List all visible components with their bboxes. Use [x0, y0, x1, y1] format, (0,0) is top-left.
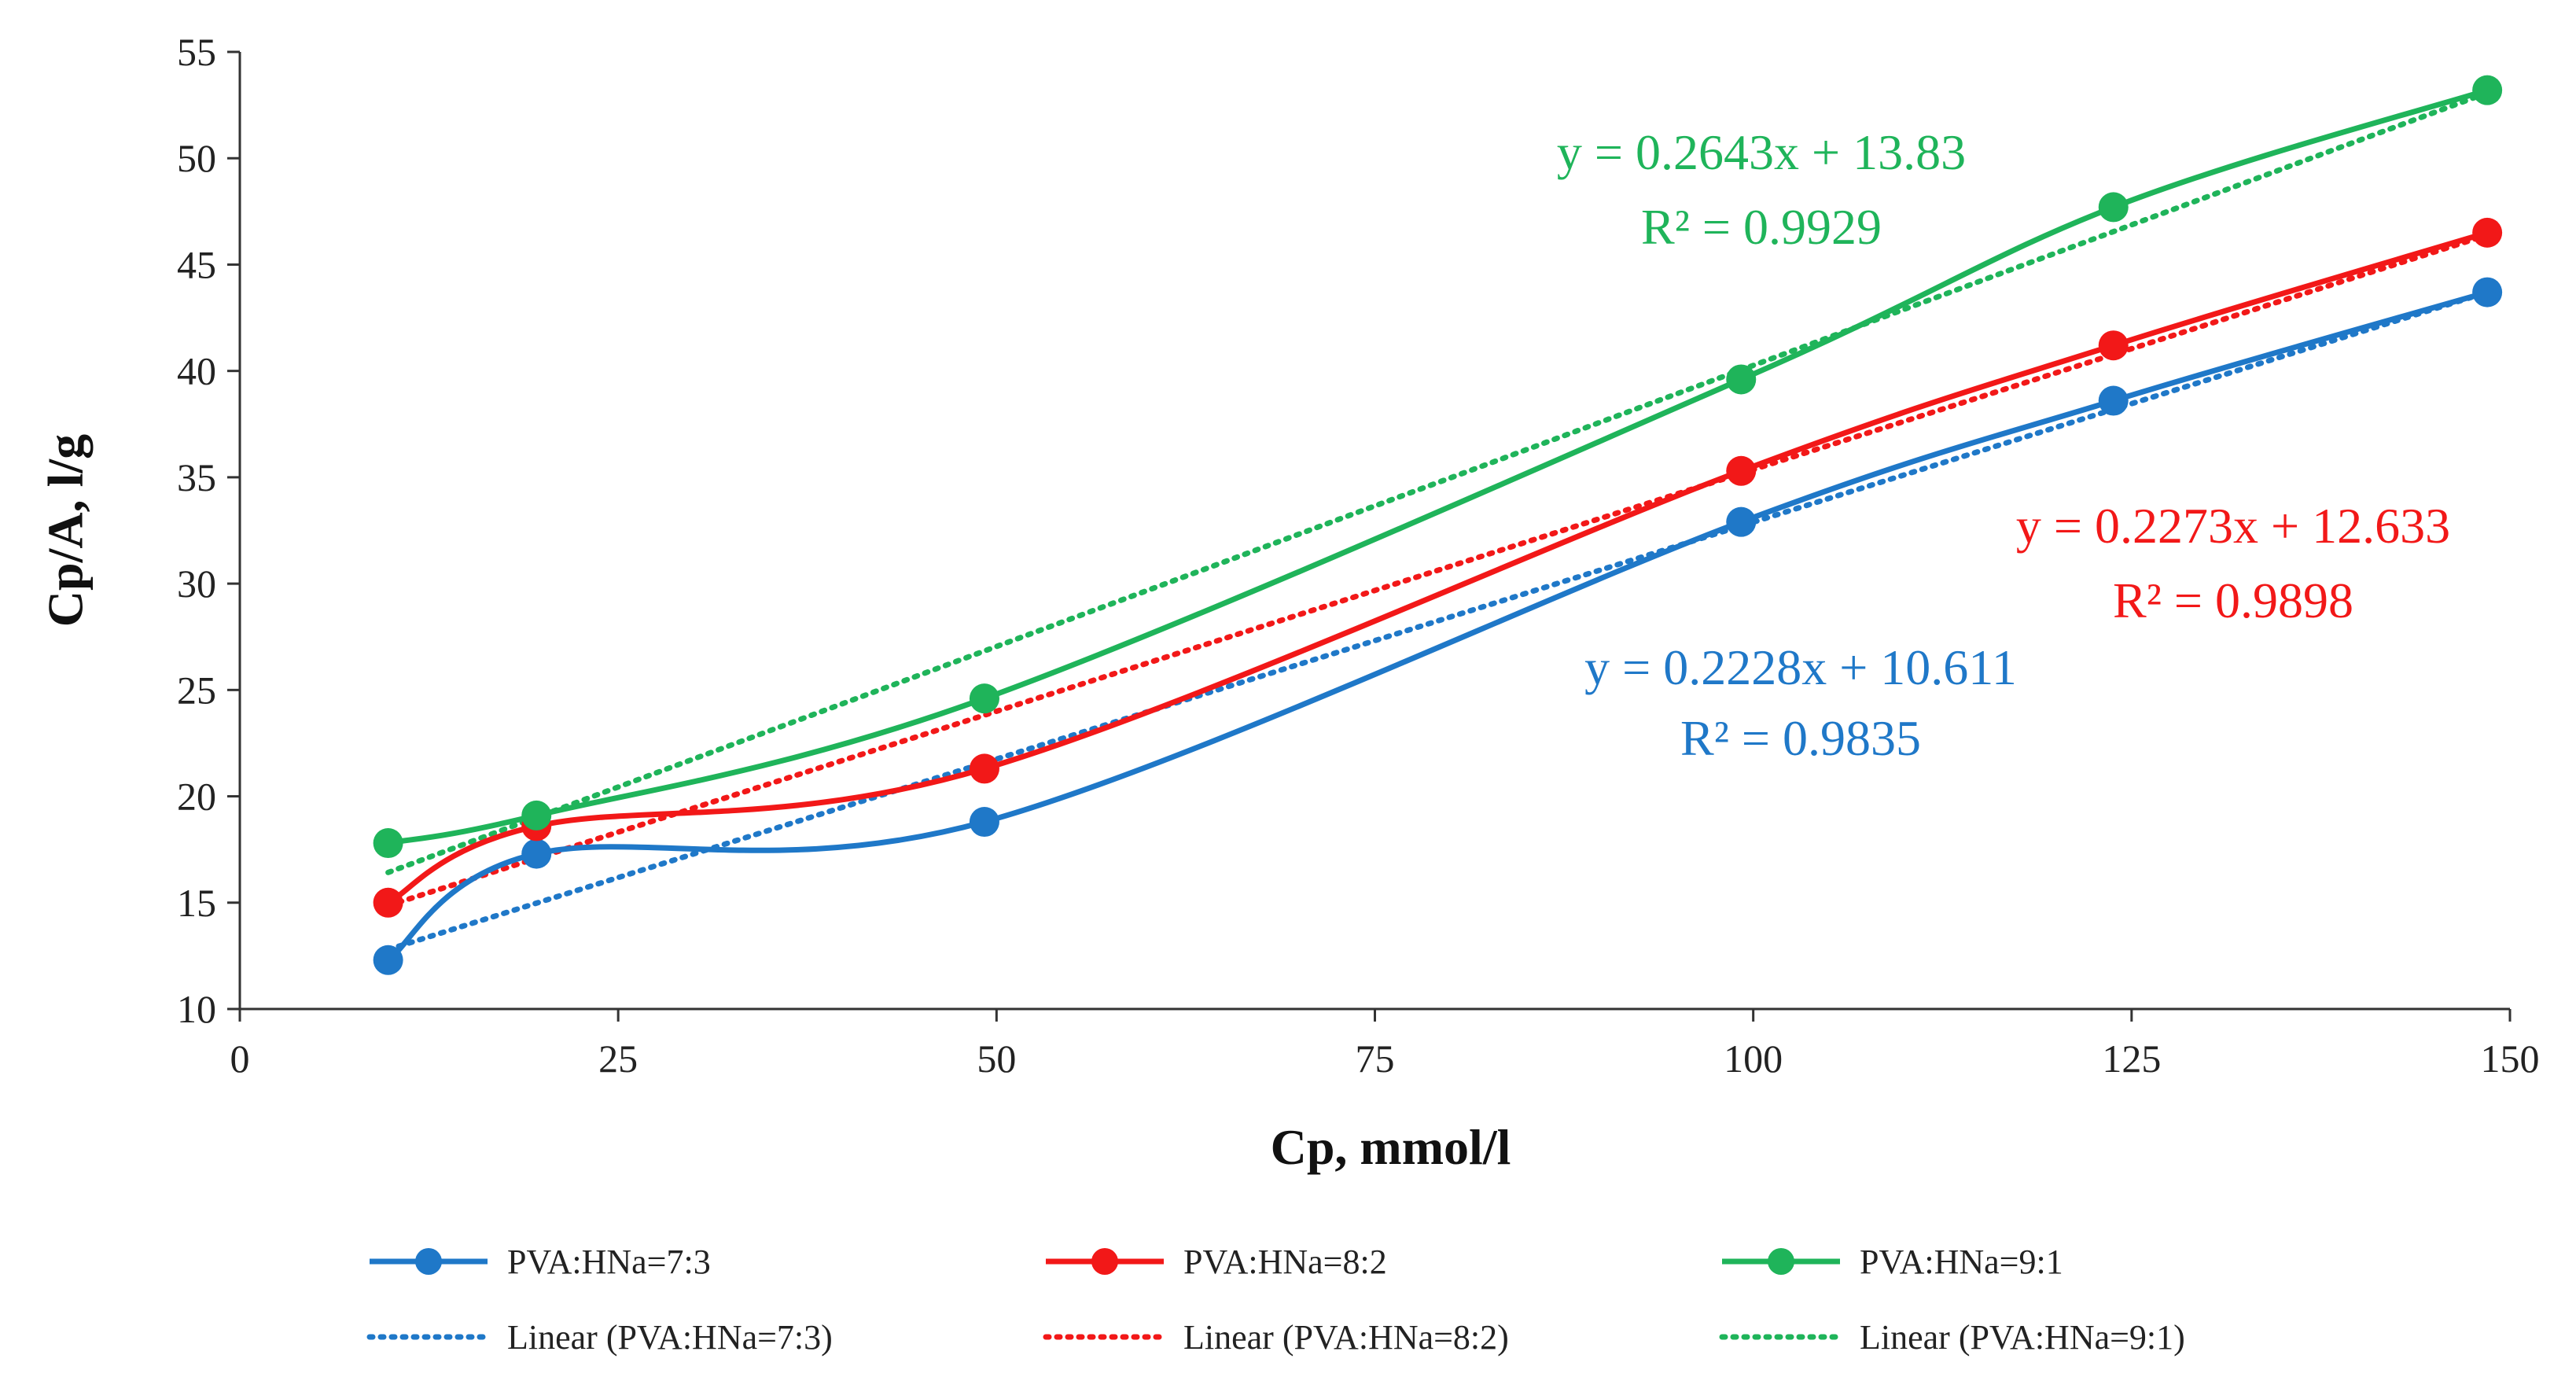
data-point — [521, 800, 552, 830]
series-line-3 — [387, 87, 2489, 846]
y-tick-label: 50 — [177, 136, 216, 180]
y-tick-labels: 10 15 20 25 30 35 40 45 50 55 — [177, 30, 240, 1031]
trendline-equation: y = 0.2643x + 13.83 — [1557, 124, 1966, 180]
y-tick-label: 45 — [177, 242, 216, 286]
trendline-r-squared: R² = 0.9835 — [1680, 710, 1921, 766]
legend-swatch-marker — [1091, 1248, 1118, 1275]
data-point — [373, 945, 403, 975]
trendline-3 — [385, 90, 2490, 875]
data-point — [373, 828, 403, 859]
legend-swatch-marker — [1768, 1248, 1794, 1275]
data-point — [969, 683, 999, 714]
data-point — [2472, 217, 2503, 248]
legend: PVA:HNa=7:3 Linear (PVA:HNa=7:3) PVA:HNa=8… — [366, 1243, 2185, 1357]
data-point — [2098, 330, 2129, 361]
y-tick-label: 55 — [177, 30, 216, 74]
trendline-r-squared: R² = 0.9929 — [1641, 199, 1882, 255]
x-tick-label: 75 — [1356, 1037, 1395, 1081]
y-tick-label: 10 — [177, 987, 216, 1031]
data-point — [2098, 192, 2129, 223]
data-point — [2472, 277, 2503, 307]
legend-label: Linear (PVA:HNa=9:1) — [1860, 1318, 2185, 1357]
x-tick-labels: 0 25 50 75 100 125 150 — [230, 1009, 2540, 1081]
y-tick-label: 40 — [177, 349, 216, 393]
data-point — [969, 807, 999, 838]
data-point — [521, 838, 552, 869]
trendline-equations: y = 0.2228x + 10.611 R² = 0.9835 y = 0.227… — [1557, 124, 2450, 766]
trendline-equation: y = 0.2228x + 10.611 — [1584, 639, 2017, 695]
series-line-2 — [386, 230, 2489, 905]
data-point — [1726, 455, 1757, 486]
data-point — [373, 887, 403, 918]
y-tick-label: 15 — [177, 881, 216, 925]
legend-label: Linear (PVA:HNa=8:2) — [1183, 1318, 1509, 1357]
trendline-equation: y = 0.2273x + 12.633 — [2016, 498, 2450, 554]
x-tick-label: 0 — [230, 1037, 250, 1081]
data-point — [2472, 75, 2503, 105]
y-tick-label: 25 — [177, 668, 216, 712]
legend-label: PVA:HNa=9:1 — [1860, 1243, 2063, 1281]
x-tick-label: 25 — [598, 1037, 638, 1081]
x-tick-label: 125 — [2102, 1037, 2161, 1081]
data-point — [1726, 506, 1757, 537]
x-axis-title: Cp, mmol/l — [1271, 1119, 1511, 1175]
trendline-r-squared: R² = 0.9898 — [2113, 573, 2353, 628]
legend-label: Linear (PVA:HNa=7:3) — [507, 1318, 833, 1357]
legend-label: PVA:HNa=8:2 — [1183, 1243, 1387, 1281]
x-tick-label: 100 — [1724, 1037, 1783, 1081]
y-tick-label: 35 — [177, 455, 216, 499]
legend-label: PVA:HNa=7:3 — [507, 1243, 711, 1281]
plot-area — [373, 75, 2503, 975]
data-point — [969, 753, 999, 784]
y-axis-title: Cp/A, l/g — [38, 434, 94, 627]
legend-swatch-marker — [415, 1248, 442, 1275]
x-tick-label: 150 — [2481, 1037, 2540, 1081]
y-tick-label: 20 — [177, 775, 216, 819]
x-tick-label: 50 — [977, 1037, 1016, 1081]
data-point — [1726, 364, 1757, 395]
data-point — [2098, 385, 2129, 416]
series-line-1 — [386, 289, 2489, 963]
y-tick-label: 30 — [177, 562, 216, 606]
trendline-1 — [385, 289, 2490, 952]
trendline-2 — [385, 232, 2490, 909]
